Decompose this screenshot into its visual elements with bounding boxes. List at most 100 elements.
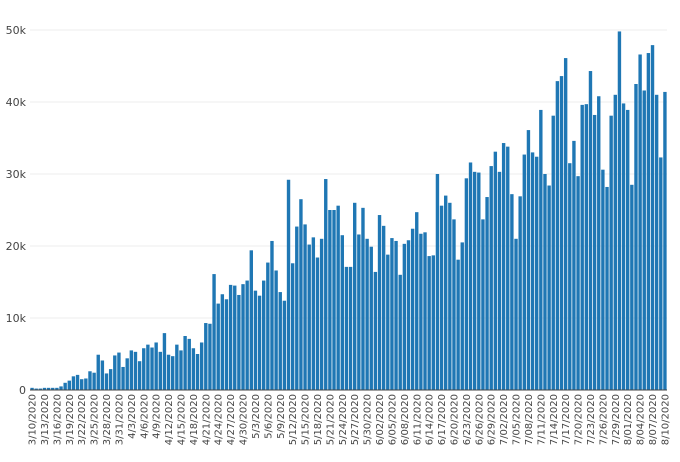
bar[interactable] (415, 212, 419, 390)
bar[interactable] (38, 388, 43, 390)
bar[interactable] (373, 271, 378, 390)
bar[interactable] (493, 151, 498, 390)
bar[interactable] (257, 295, 262, 390)
bar[interactable] (191, 348, 196, 390)
bar[interactable] (195, 354, 200, 390)
bar[interactable] (290, 263, 295, 390)
bar[interactable] (84, 378, 88, 390)
bar[interactable] (456, 259, 460, 390)
bar[interactable] (307, 244, 311, 390)
bar[interactable] (146, 344, 150, 390)
bar[interactable] (353, 202, 357, 390)
bar[interactable] (129, 350, 134, 390)
bar[interactable] (150, 347, 154, 390)
bar[interactable] (175, 344, 179, 390)
bar[interactable] (96, 354, 100, 390)
bar[interactable] (154, 342, 158, 390)
bar[interactable] (584, 104, 589, 390)
bar[interactable] (452, 219, 456, 390)
bar[interactable] (299, 199, 303, 390)
bar[interactable] (410, 228, 415, 390)
bar[interactable] (125, 358, 129, 390)
bar[interactable] (137, 361, 142, 390)
bar[interactable] (613, 94, 617, 391)
bar[interactable] (204, 323, 208, 390)
bar[interactable] (241, 284, 245, 390)
bar[interactable] (497, 171, 502, 390)
bar[interactable] (80, 379, 84, 390)
bar[interactable] (133, 351, 138, 390)
bar[interactable] (551, 115, 555, 391)
bar[interactable] (113, 355, 117, 390)
bar[interactable] (510, 194, 514, 390)
bar[interactable] (266, 262, 270, 390)
bar[interactable] (179, 350, 183, 390)
bar[interactable] (245, 280, 249, 390)
bar[interactable] (166, 354, 171, 390)
bar[interactable] (328, 210, 332, 390)
bar[interactable] (448, 202, 452, 390)
bar[interactable] (142, 348, 146, 390)
bar[interactable] (535, 156, 539, 390)
bar[interactable] (568, 163, 572, 390)
bar[interactable] (427, 256, 431, 390)
bar[interactable] (588, 71, 593, 390)
bar[interactable] (394, 240, 398, 390)
bar[interactable] (472, 171, 477, 390)
bar[interactable] (324, 179, 328, 390)
bar[interactable] (295, 226, 299, 390)
bar[interactable] (547, 185, 551, 390)
bar[interactable] (199, 342, 204, 390)
bar[interactable] (543, 174, 547, 390)
bar[interactable] (506, 146, 510, 390)
bar[interactable] (654, 94, 659, 391)
bar[interactable] (208, 323, 212, 390)
bar[interactable] (468, 162, 473, 390)
bar[interactable] (216, 303, 220, 390)
bar[interactable] (233, 285, 237, 390)
bar[interactable] (489, 166, 493, 390)
bar[interactable] (659, 157, 663, 390)
bar[interactable] (212, 274, 216, 390)
bar[interactable] (390, 238, 394, 390)
bar[interactable] (303, 224, 307, 390)
bar[interactable] (464, 178, 469, 390)
bar[interactable] (419, 233, 423, 390)
bar[interactable] (572, 140, 576, 390)
bar[interactable] (171, 356, 175, 390)
bar[interactable] (634, 84, 638, 390)
bar[interactable] (220, 294, 225, 390)
bar[interactable] (601, 169, 605, 390)
bar[interactable] (650, 45, 655, 391)
bar[interactable] (609, 115, 613, 391)
bar[interactable] (605, 186, 609, 390)
bar[interactable] (576, 176, 580, 390)
bar[interactable] (526, 130, 531, 390)
bar[interactable] (514, 238, 518, 390)
bar[interactable] (563, 58, 568, 390)
bar[interactable] (501, 143, 506, 390)
bar[interactable] (460, 242, 464, 390)
bar[interactable] (398, 274, 402, 390)
bar[interactable] (67, 380, 71, 390)
bar[interactable] (646, 53, 651, 390)
bar[interactable] (555, 81, 560, 391)
bar[interactable] (228, 284, 233, 390)
bar[interactable] (439, 205, 444, 390)
bar[interactable] (344, 266, 349, 390)
bar[interactable] (75, 374, 80, 390)
bar[interactable] (663, 91, 667, 391)
bar[interactable] (638, 54, 642, 390)
bar[interactable] (336, 205, 340, 390)
bar[interactable] (30, 387, 34, 390)
bar[interactable] (559, 76, 564, 390)
bar[interactable] (104, 373, 109, 390)
bar[interactable] (121, 366, 125, 390)
bar[interactable] (117, 352, 121, 390)
bar[interactable] (518, 196, 522, 390)
bar[interactable] (332, 210, 336, 390)
bar[interactable] (642, 90, 646, 390)
bar[interactable] (274, 270, 278, 390)
bar[interactable] (282, 300, 287, 390)
bar[interactable] (348, 266, 353, 390)
